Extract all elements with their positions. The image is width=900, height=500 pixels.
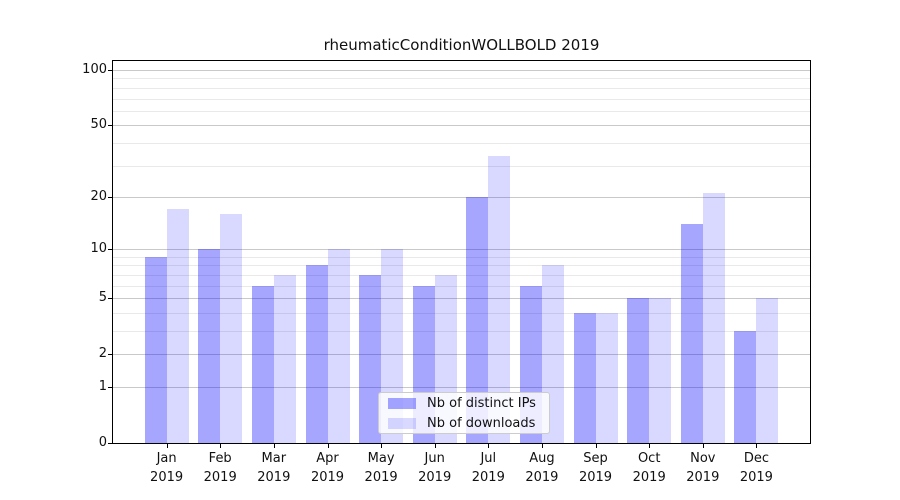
y-tick-label: 0 <box>98 435 107 450</box>
x-tick-label: Jul 2019 <box>471 451 505 485</box>
y-tick-mark <box>108 125 112 127</box>
y-tick-label: 1 <box>98 379 107 394</box>
bar-distinct-ips-apr <box>305 265 328 443</box>
x-tick-mark <box>220 444 222 448</box>
gridline-major <box>113 125 810 127</box>
y-tick-mark <box>108 443 112 444</box>
x-tick-mark <box>702 444 704 448</box>
bar-distinct-ips-sep <box>573 312 596 443</box>
x-tick-mark <box>434 444 436 448</box>
gridline-major <box>113 196 810 198</box>
bar-downloads-jul <box>488 155 511 443</box>
gridline-minor <box>113 285 810 287</box>
bar-downloads-sep <box>595 312 618 443</box>
x-tick-mark <box>327 444 329 448</box>
x-tick-label: Aug 2019 <box>525 451 559 485</box>
legend-label-distinct-ips: Nb of distinct IPs <box>427 395 536 411</box>
chart-title: rheumaticConditionWOLLBOLD 2019 <box>323 36 600 54</box>
y-tick-mark <box>108 249 112 251</box>
gridline-minor <box>113 142 810 144</box>
gridline-major <box>113 354 810 356</box>
gridline-minor <box>113 98 810 100</box>
y-tick-label: 100 <box>82 62 107 77</box>
y-tick-label: 2 <box>98 346 107 362</box>
bar-distinct-ips-jan <box>144 256 167 443</box>
bar-distinct-ips-nov <box>680 224 703 443</box>
x-tick-mark <box>273 444 275 448</box>
x-tick-label: Jun 2019 <box>418 451 452 485</box>
bar-downloads-apr <box>327 249 350 443</box>
gridline-minor <box>113 110 810 112</box>
x-tick-label: May 2019 <box>364 451 398 485</box>
y-tick-label: 50 <box>90 117 107 133</box>
legend-label-downloads: Nb of downloads <box>427 415 536 431</box>
gridline-minor <box>113 256 810 258</box>
bar-distinct-ips-feb <box>198 249 221 443</box>
gridline-minor <box>113 165 810 167</box>
legend-swatch-distinct-ips <box>388 397 416 409</box>
gridline-major <box>113 387 810 388</box>
legend-item-distinct-ips: Nb of distinct IPs <box>379 393 549 413</box>
y-tick-mark <box>108 196 112 198</box>
bar-downloads-dec <box>756 298 779 443</box>
x-tick-label: Dec 2019 <box>739 451 773 485</box>
bar-downloads-mar <box>273 274 296 443</box>
gridline-minor <box>113 78 810 80</box>
y-tick-mark <box>108 298 112 300</box>
y-tick-label: 10 <box>90 241 107 257</box>
x-tick-label: Oct 2019 <box>632 451 666 485</box>
x-tick-mark <box>488 444 490 448</box>
x-tick-mark <box>381 444 383 448</box>
y-tick-mark <box>108 354 112 356</box>
bar-distinct-ips-may <box>359 274 382 443</box>
bar-downloads-feb <box>220 214 243 443</box>
y-tick-mark <box>108 70 112 71</box>
bar-downloads-oct <box>649 298 672 443</box>
x-tick-label: Jan 2019 <box>150 451 184 485</box>
gridline-minor <box>113 87 810 89</box>
x-tick-label: Mar 2019 <box>257 451 291 485</box>
gridline-minor <box>113 265 810 267</box>
y-tick-label: 5 <box>98 290 107 306</box>
x-tick-label: Apr 2019 <box>310 451 345 485</box>
x-tick-label: Feb 2019 <box>203 451 237 485</box>
legend-item-downloads: Nb of downloads <box>379 413 549 433</box>
gridline-minor <box>113 274 810 276</box>
x-tick-label: Nov 2019 <box>686 451 720 485</box>
x-tick-mark <box>756 444 758 448</box>
plot-area: 100 50 20 10 5 2 1 0 Jan 2019 Feb 2019 Mar 2019 Apr… <box>82 60 811 485</box>
bar-distinct-ips-dec <box>734 331 757 443</box>
gridline-major <box>113 249 810 251</box>
legend-swatch-downloads <box>388 417 416 429</box>
gridline-major <box>113 70 810 71</box>
x-tick-mark <box>541 444 543 448</box>
gridline-minor <box>113 331 810 332</box>
bar-downloads-nov <box>702 193 725 443</box>
gridline-major <box>113 298 810 300</box>
bar-distinct-ips-mar <box>251 285 274 443</box>
x-tick-mark <box>649 444 651 448</box>
y-tick-mark <box>108 387 112 388</box>
bar-distinct-ips-oct <box>627 298 650 443</box>
bar-distinct-ips-jul <box>466 196 489 443</box>
bar-downloads-jan <box>166 209 189 443</box>
x-tick-mark <box>166 444 168 448</box>
x-tick-mark <box>595 444 597 448</box>
y-tick-label: 20 <box>90 188 107 204</box>
legend: Nb of distinct IPs Nb of downloads <box>378 392 550 434</box>
x-tick-label: Sep 2019 <box>578 451 613 485</box>
gridline-minor <box>113 312 810 314</box>
